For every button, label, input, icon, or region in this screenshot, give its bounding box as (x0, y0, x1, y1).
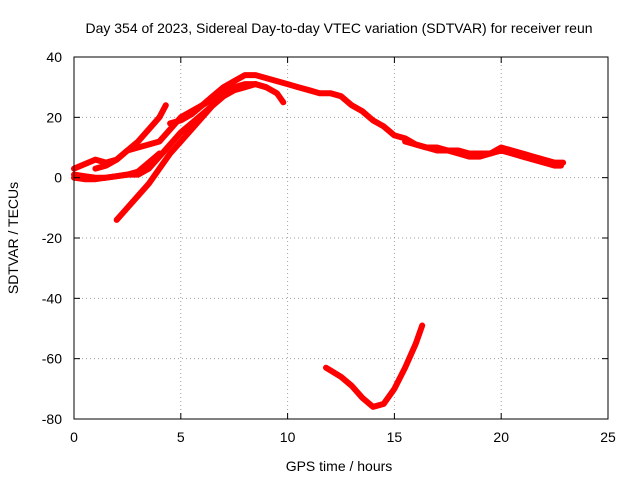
y-tick-label: -20 (42, 230, 62, 246)
y-tick-label: 20 (46, 109, 62, 125)
series-layer (71, 72, 567, 410)
chart-title: Day 354 of 2023, Sidereal Day-to-day VTE… (85, 20, 592, 36)
series-track-7 (252, 81, 287, 106)
x-tick-label: 10 (280, 429, 296, 445)
y-tick-label: -80 (42, 411, 62, 427)
series-track-9 (323, 322, 426, 410)
series-track-5 (113, 93, 227, 223)
x-tick-label: 0 (70, 429, 78, 445)
x-tick-label: 20 (493, 429, 509, 445)
grid (74, 57, 608, 419)
x-tick-label: 5 (177, 429, 185, 445)
x-tick-label: 15 (387, 429, 403, 445)
y-tick-label: 40 (46, 49, 62, 65)
x-tick-label: 25 (600, 429, 616, 445)
series-track-8 (402, 138, 567, 166)
y-tick-label: 0 (54, 170, 62, 186)
ticks: 0 5 10 15 20 25 -80 -60 -40 -20 0 20 40 (42, 49, 616, 445)
y-tick-label: -40 (42, 290, 62, 306)
y-axis-label: SDTVAR / TECUs (5, 182, 21, 294)
x-axis-label: GPS time / hours (286, 458, 393, 474)
series-track-3 (71, 150, 163, 183)
y-tick-label: -60 (42, 351, 62, 367)
series-track-4 (92, 102, 169, 172)
